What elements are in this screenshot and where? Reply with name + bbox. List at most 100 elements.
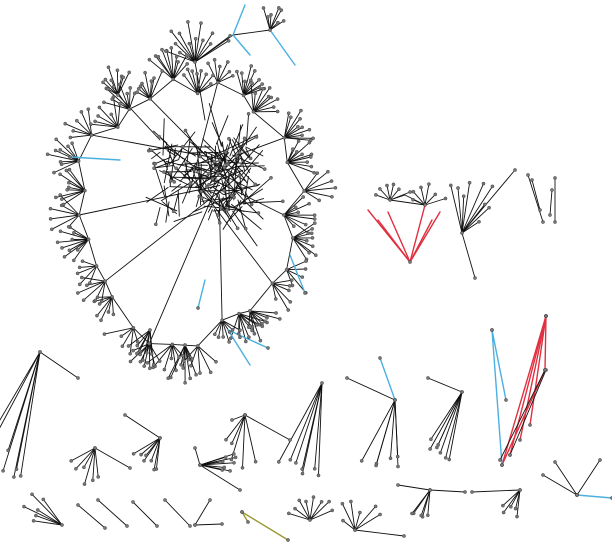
node: [99, 318, 103, 323]
edge: [424, 198, 446, 206]
node: [299, 108, 303, 113]
edge: [420, 489, 431, 516]
node: [289, 278, 294, 283]
edge: [183, 74, 199, 94]
node: [254, 322, 259, 327]
edge: [244, 414, 257, 463]
edge: [243, 94, 254, 113]
edge: [252, 92, 256, 113]
edge: [292, 222, 316, 239]
node: [313, 253, 318, 257]
edge: [436, 391, 463, 448]
node: [220, 468, 225, 472]
node: [198, 371, 202, 375]
node: [373, 504, 378, 509]
node: [443, 455, 448, 460]
edge: [47, 153, 80, 162]
edge: [72, 130, 93, 136]
edge: [68, 214, 80, 228]
edge: [170, 176, 214, 179]
node: [162, 170, 166, 174]
edge: [185, 137, 191, 172]
edge: [199, 187, 273, 284]
node: [144, 453, 148, 458]
node: [312, 213, 317, 217]
edge: [222, 200, 242, 230]
node: [294, 149, 299, 154]
node: [131, 500, 135, 504]
node: [207, 171, 211, 176]
node: [304, 238, 309, 243]
edge: [501, 369, 546, 466]
edge: [389, 188, 400, 201]
edge: [461, 183, 484, 234]
edge: [404, 194, 426, 206]
edge: [83, 447, 96, 468]
node: [170, 342, 175, 347]
node: [374, 193, 378, 197]
node: [508, 453, 512, 457]
node: [250, 328, 254, 333]
edge: [439, 391, 463, 454]
node: [142, 364, 146, 368]
edge: [128, 87, 131, 110]
node: [80, 259, 85, 264]
edge: [231, 136, 257, 151]
node: [508, 504, 513, 509]
node: [172, 180, 176, 184]
node: [163, 498, 167, 502]
edge: [23, 506, 63, 526]
node: [95, 313, 99, 318]
node: [300, 133, 304, 138]
edge: [412, 191, 426, 206]
edge: [121, 327, 134, 347]
node: [183, 128, 188, 133]
edge: [50, 214, 80, 220]
edge: [218, 194, 223, 321]
edge: [214, 59, 219, 84]
edge: [75, 447, 96, 470]
edge: [354, 512, 361, 531]
node: [72, 230, 76, 235]
edge: [80, 111, 93, 136]
edge: [224, 205, 240, 210]
edge: [194, 38, 197, 63]
edge: [252, 98, 279, 113]
node: [210, 177, 215, 181]
edge: [461, 221, 480, 234]
edge: [379, 188, 391, 201]
edge: [68, 238, 90, 251]
edge: [377, 219, 411, 263]
node: [215, 80, 220, 85]
node: [193, 446, 197, 450]
node: [212, 57, 217, 62]
edges: [0, 4, 612, 541]
edge: [241, 511, 249, 523]
edge: [341, 503, 356, 531]
node: [448, 183, 453, 188]
node: [70, 237, 74, 242]
node: [598, 458, 602, 462]
node: [197, 194, 201, 199]
node: [303, 291, 307, 295]
node: [93, 119, 97, 124]
node: [250, 325, 255, 329]
edge: [149, 98, 220, 170]
edge: [271, 282, 291, 287]
node: [490, 184, 495, 189]
edge: [409, 219, 433, 263]
edge: [149, 78, 174, 100]
edge: [16, 351, 41, 470]
node: [50, 227, 54, 232]
node: [229, 441, 234, 446]
edge: [237, 124, 242, 147]
node: [204, 184, 209, 189]
node: [212, 332, 217, 337]
edge: [232, 4, 246, 36]
edge: [155, 207, 161, 225]
node: [230, 418, 234, 422]
node: [185, 62, 189, 66]
node: [115, 68, 120, 73]
node: [447, 457, 452, 462]
node: [312, 217, 317, 221]
